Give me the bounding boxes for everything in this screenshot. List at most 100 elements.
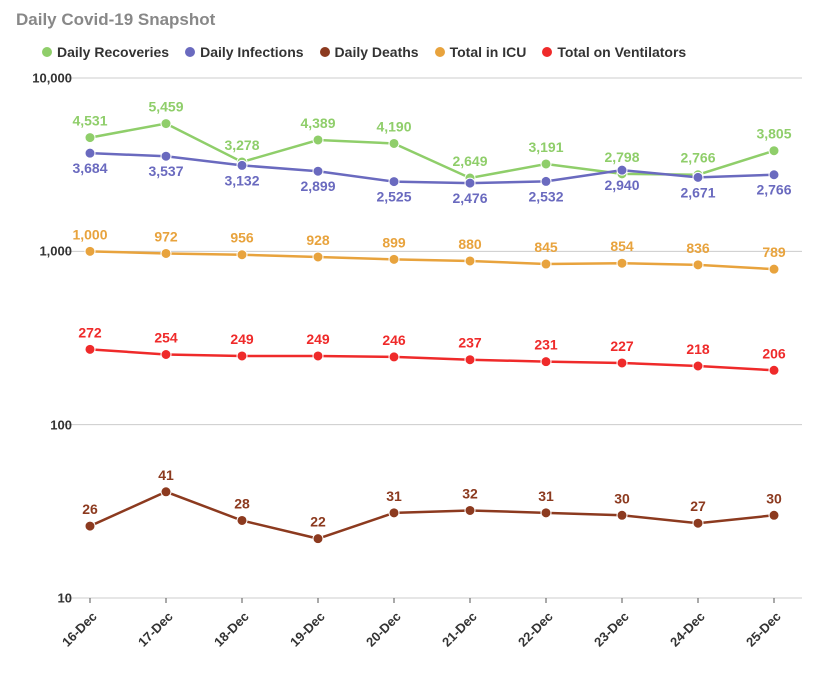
x-axis-tick-label: 20-Dec xyxy=(363,608,404,649)
chart-title: Daily Covid-19 Snapshot xyxy=(16,10,215,30)
data-point xyxy=(237,515,247,525)
point-label: 956 xyxy=(230,230,254,246)
point-label: 206 xyxy=(762,345,786,361)
data-point xyxy=(769,170,779,180)
legend-label: Total on Ventilators xyxy=(557,44,686,60)
legend: Daily Recoveries Daily Infections Daily De… xyxy=(42,44,686,60)
point-label: 3,132 xyxy=(224,172,259,188)
data-point xyxy=(161,487,171,497)
data-point xyxy=(85,344,95,354)
point-label: 30 xyxy=(614,490,630,506)
point-label: 2,671 xyxy=(680,184,715,200)
point-label: 2,899 xyxy=(300,178,335,194)
point-label: 254 xyxy=(154,329,178,345)
data-point xyxy=(617,510,627,520)
data-point xyxy=(161,349,171,359)
point-label: 4,389 xyxy=(300,115,335,131)
data-point xyxy=(389,254,399,264)
point-label: 5,459 xyxy=(148,99,183,115)
legend-marker-icon xyxy=(185,47,195,57)
point-label: 227 xyxy=(610,338,634,354)
data-point xyxy=(465,178,475,188)
point-label: 2,798 xyxy=(604,149,639,165)
data-point xyxy=(237,160,247,170)
data-point xyxy=(85,521,95,531)
point-label: 836 xyxy=(686,240,710,256)
data-point xyxy=(313,534,323,544)
x-axis-tick-label: 22-Dec xyxy=(515,608,556,649)
point-label: 249 xyxy=(306,331,330,347)
point-label: 789 xyxy=(762,244,786,260)
point-label: 32 xyxy=(462,485,478,501)
data-point xyxy=(769,510,779,520)
data-point xyxy=(161,119,171,129)
point-label: 30 xyxy=(766,490,782,506)
y-axis-tick-label: 100 xyxy=(50,417,72,432)
point-label: 28 xyxy=(234,495,250,511)
legend-item: Daily Infections xyxy=(185,44,303,60)
y-axis-tick-label: 1,000 xyxy=(39,244,72,259)
data-point xyxy=(85,148,95,158)
point-label: 231 xyxy=(534,337,558,353)
point-label: 3,278 xyxy=(224,137,259,153)
point-label: 899 xyxy=(382,234,406,250)
point-label: 880 xyxy=(458,236,482,252)
point-label: 928 xyxy=(306,232,330,248)
point-label: 246 xyxy=(382,332,406,348)
point-label: 26 xyxy=(82,501,98,517)
data-point xyxy=(237,250,247,260)
data-point xyxy=(769,365,779,375)
legend-label: Daily Deaths xyxy=(335,44,419,60)
point-label: 845 xyxy=(534,239,558,255)
data-point xyxy=(313,351,323,361)
point-label: 41 xyxy=(158,467,174,483)
point-label: 4,531 xyxy=(72,113,107,129)
point-label: 854 xyxy=(610,238,634,254)
point-label: 3,191 xyxy=(528,139,563,155)
data-point xyxy=(237,351,247,361)
point-label: 31 xyxy=(538,488,554,504)
data-point xyxy=(389,177,399,187)
legend-item: Daily Recoveries xyxy=(42,44,169,60)
legend-item: Daily Deaths xyxy=(320,44,419,60)
data-point xyxy=(617,358,627,368)
data-point xyxy=(617,258,627,268)
data-point xyxy=(541,508,551,518)
point-label: 3,684 xyxy=(72,160,107,176)
x-axis-tick-label: 21-Dec xyxy=(439,608,480,649)
point-label: 972 xyxy=(154,228,178,244)
point-label: 1,000 xyxy=(72,226,107,242)
series-line-total-in-icu xyxy=(90,251,774,269)
series-line-daily-infections xyxy=(90,153,774,183)
point-label: 272 xyxy=(78,324,102,340)
legend-marker-icon xyxy=(42,47,52,57)
legend-item: Total in ICU xyxy=(435,44,527,60)
data-point xyxy=(465,505,475,515)
series-line-daily-deaths xyxy=(90,492,774,539)
legend-marker-icon xyxy=(320,47,330,57)
legend-label: Daily Recoveries xyxy=(57,44,169,60)
plot-area: 4,5315,4593,2784,3894,1902,6493,1912,798… xyxy=(62,78,802,598)
x-axis-tick-label: 17-Dec xyxy=(135,608,176,649)
data-point xyxy=(465,256,475,266)
data-point xyxy=(769,146,779,156)
point-label: 22 xyxy=(310,514,326,530)
x-axis-tick-label: 16-Dec xyxy=(59,608,100,649)
data-point xyxy=(389,352,399,362)
legend-label: Total in ICU xyxy=(450,44,527,60)
x-axis-tick-label: 25-Dec xyxy=(743,608,784,649)
point-label: 27 xyxy=(690,498,706,514)
point-label: 2,766 xyxy=(756,182,791,198)
series-line-daily-recoveries xyxy=(90,124,774,178)
x-axis-tick-label: 18-Dec xyxy=(211,608,252,649)
point-label: 4,190 xyxy=(376,118,411,134)
data-point xyxy=(389,508,399,518)
data-point xyxy=(617,165,627,175)
data-point xyxy=(693,172,703,182)
data-point xyxy=(465,355,475,365)
chart-container: Daily Covid-19 Snapshot Daily Recoveries… xyxy=(0,0,820,682)
data-point xyxy=(541,176,551,186)
data-point xyxy=(313,135,323,145)
point-label: 2,766 xyxy=(680,150,715,166)
data-point xyxy=(389,138,399,148)
